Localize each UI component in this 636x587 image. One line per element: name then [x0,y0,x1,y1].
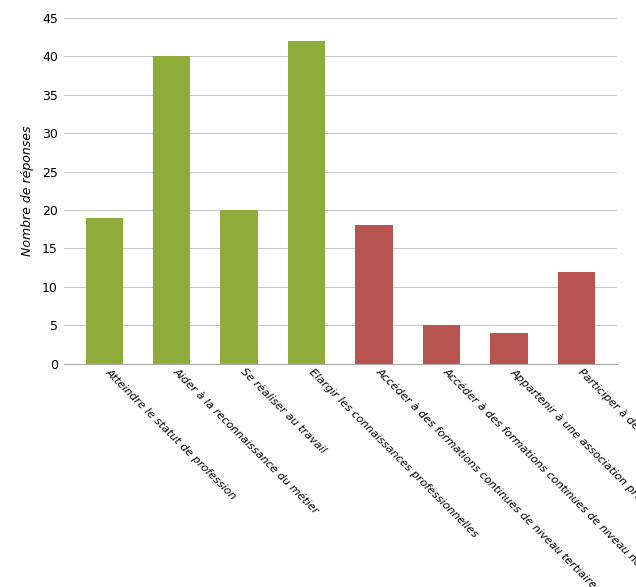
Bar [288,41,325,364]
Bar [423,325,460,364]
Bar [558,272,595,364]
Bar [85,218,123,364]
Bar [153,56,190,364]
Bar [221,210,258,364]
Bar [490,333,527,364]
Bar [356,225,392,364]
Y-axis label: Nombre de réponses: Nombre de réponses [21,126,34,256]
